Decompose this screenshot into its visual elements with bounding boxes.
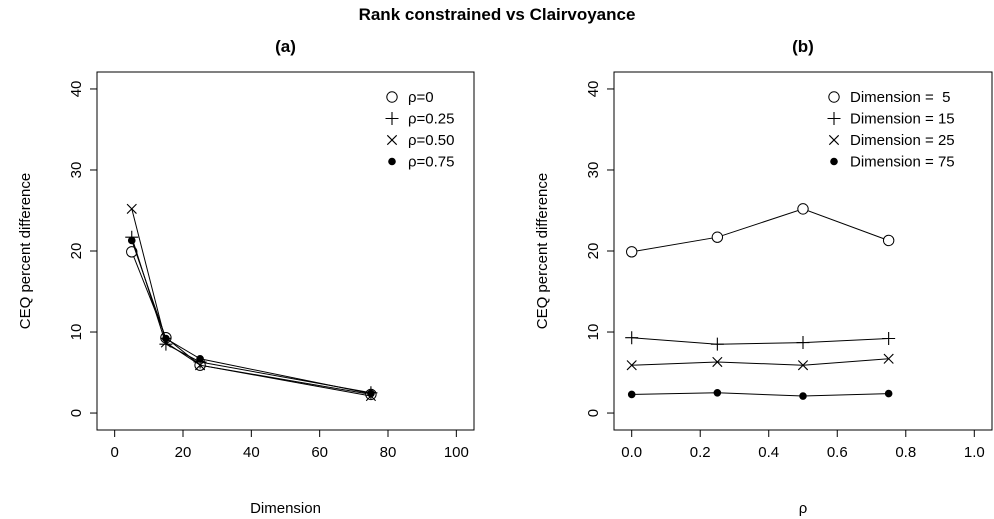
panel-a-series-4-point [196, 354, 204, 363]
panel-b-label: (b) [792, 37, 814, 56]
panel-b-series-3-point [883, 353, 894, 364]
panel-b: (b) 0.0 0.2 0.4 0.6 0.8 1.0 0 10 20 30 40 ρ CEQ perce… [534, 37, 993, 517]
panel-b-y-tick-label: 20 [585, 243, 602, 260]
panel-b-series-4 [627, 388, 893, 400]
panel-a-x-tick-label: 20 [175, 444, 192, 461]
panel-b-series-2-point [710, 337, 724, 351]
panel-a-legend-label: ρ=0 [408, 89, 434, 106]
panel-b-series-3 [626, 353, 894, 371]
panel-b-series-1-point [882, 234, 895, 247]
panel-a-legend-marker [386, 134, 398, 146]
panel-b-series-3-line [631, 358, 889, 366]
panel-a-y-tick-label: 0 [68, 409, 85, 417]
panel-a-legend-label: ρ=0.75 [408, 154, 455, 171]
panel-a-series-3-point [194, 360, 206, 371]
panel-b-series-4-point [713, 388, 722, 397]
panel-b-series-1 [626, 203, 895, 258]
panel-b-legend-marker [828, 91, 840, 103]
panel-b-series-2-point [796, 336, 810, 350]
panel-a-legend-label: ρ=0.25 [408, 111, 455, 128]
panel-b-x-tick-label: 0.8 [895, 444, 916, 461]
panel-a-x-tick-label: 100 [444, 444, 469, 461]
panel-a: (a) 0 20 40 60 80 100 0 10 20 30 40 Dimension CEQ per… [17, 37, 475, 517]
panel-b-series-3-point [626, 360, 637, 371]
panel-a-x-tick-label: 0 [110, 444, 118, 461]
panel-b-series-1-point [797, 203, 809, 215]
panel-a-y-tick-label: 30 [68, 162, 85, 179]
panel-b-legend-marker [827, 112, 841, 125]
panel-b-legend-label: Dimension = 15 [850, 111, 955, 128]
panel-a-legend-marker [386, 91, 398, 103]
panel-b-x-tick-label: 0.0 [621, 444, 642, 461]
panel-a-legend-marker [388, 157, 396, 166]
panel-a-series-3-line [131, 208, 371, 397]
panel-a-series-1-line [131, 251, 371, 395]
panel-b-series-4-point [884, 389, 893, 398]
panel-b-y-tick-label: 30 [585, 162, 602, 179]
panel-b-series-4-point [799, 392, 807, 400]
panel-b-series-2-line [631, 337, 889, 345]
panel-a-x-tick-label: 60 [311, 444, 328, 461]
panel-a-series-4-point [127, 236, 136, 245]
panel-b-x-axis-label: ρ [799, 500, 808, 517]
panel-b-series-1-line [631, 208, 889, 253]
panel-b-series-1-point [711, 231, 724, 243]
panel-a-series-4 [127, 236, 375, 398]
panel-a-x-axis-label: Dimension [250, 500, 321, 517]
panel-b-y-axis-label: CEQ percent difference [534, 173, 551, 329]
panel-b-legend-label: Dimension = 75 [850, 154, 955, 171]
panel-b-series-2 [625, 331, 896, 351]
panel-b-legend-marker [830, 157, 838, 166]
main-title: Rank constrained vs Clairvoyance [358, 5, 636, 24]
panel-a-label: (a) [275, 37, 296, 56]
panel-b-series-3-point [712, 356, 723, 368]
panel-b-series-4-point [627, 390, 636, 399]
panel-b-legend: Dimension = 5 Dimension = 15 Dimension = 2… [827, 89, 955, 171]
panel-b-legend-label: Dimension = 5 [850, 89, 950, 106]
panel-b-x-tick-label: 0.4 [758, 444, 779, 461]
panel-a-x-tick-label: 80 [380, 444, 397, 461]
panel-a-y-tick-label: 20 [68, 243, 85, 260]
panel-a-series-4-point [162, 334, 170, 343]
panel-b-legend-marker [828, 134, 840, 146]
panel-a-y-axis-label: CEQ percent difference [17, 173, 34, 329]
panel-b-series-3-point [797, 360, 809, 371]
panel-b-series-1-point [626, 246, 638, 258]
panel-b-y-tick-label: 0 [585, 409, 602, 417]
panel-b-series-4-line [631, 392, 889, 397]
panel-a-y-tick-label: 10 [68, 324, 85, 341]
panel-b-legend-label: Dimension = 25 [850, 132, 955, 149]
panel-a-series-4-line [131, 240, 371, 395]
panel-a-series-3-point [126, 203, 137, 214]
panel-b-x-tick-label: 0.2 [690, 444, 711, 461]
panel-b-series-2-point [625, 331, 639, 345]
panel-a-y-tick-label: 40 [68, 81, 85, 98]
panel-b-y-tick-label: 10 [585, 324, 602, 341]
panel-a-legend-label: ρ=0.50 [408, 132, 455, 149]
panel-b-series-2-point [882, 332, 896, 345]
panel-b-x-tick-label: 1.0 [964, 444, 985, 461]
panel-a-series-4-point [367, 389, 375, 398]
panel-a-series-3 [126, 203, 377, 402]
panel-b-y-tick-label: 40 [585, 81, 602, 98]
panel-a-series-1 [126, 246, 377, 401]
panel-b-x-tick-label: 0.6 [827, 444, 848, 461]
panel-a-legend-marker [385, 112, 399, 125]
panel-a-legend: ρ=0 ρ=0.25 ρ=0.50 ρ=0.75 [385, 89, 455, 171]
panel-a-x-tick-label: 40 [243, 444, 260, 461]
